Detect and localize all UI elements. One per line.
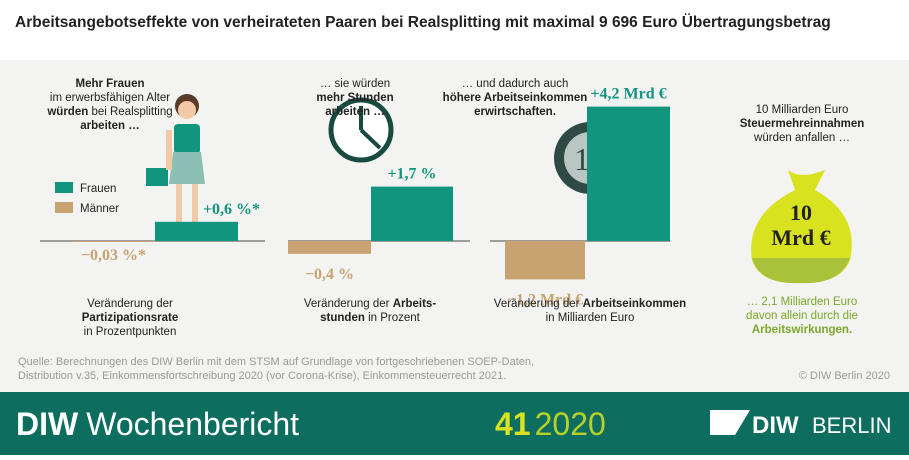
caption: stunden in Prozent [320,312,421,324]
tax-intro-part: 10 Milliarden Euro [756,104,849,116]
tax-note-part: Arbeitswirkungen. [752,324,852,336]
caption: Veränderung der [87,298,173,310]
caption-part: in Prozent [365,312,421,324]
series: Wochenbericht [86,406,299,442]
legend-swatch [55,202,73,213]
footer-bg [0,392,909,455]
intro-part: mehr Stunden [316,92,393,104]
caption: Veränderung der Arbeitseinkommen [494,298,686,310]
intro-part: bei Realsplitting [88,106,172,118]
bar [155,221,238,241]
intro: … sie würden [320,78,390,90]
brand: DIW [16,406,79,442]
intro-part: im erwerbsfähigen Alter [50,92,170,104]
source: Distribution v.35, Einkommensfortschreib… [18,370,506,382]
tax-intro: würden anfallen … [753,132,850,144]
intro: arbeiten … [80,120,139,132]
value-label: +4,2 Mrd € [590,86,666,103]
value-label: −1,2 Mrd € [507,291,583,308]
tax-intro: 10 Milliarden Euro [756,104,849,116]
intro: höhere Arbeitseinkommen [443,92,588,104]
caption-part: Partizipationsrate [82,312,179,324]
tax-note-part: davon allein durch die [746,310,858,322]
tax-intro-part: würden anfallen … [753,132,850,144]
legend-label: Frauen [80,183,116,195]
copyright: © DIW Berlin 2020 [799,370,890,382]
money-bag [751,170,852,284]
caption: in Prozentpunkten [84,326,177,338]
bag-unit: Mrd € [771,225,830,250]
issue-number: 41 [495,406,531,442]
caption: Partizipationsrate [82,312,179,324]
caption-part: stunden [320,312,365,324]
bar [371,186,453,241]
source: Quelle: Berechnungen des DIW Berlin mit … [18,356,534,368]
logo-diw: DIW [752,412,799,439]
caption-part: in Prozentpunkten [84,326,177,338]
bag-value: 10 [790,200,812,225]
caption-part: Arbeitseinkommen [583,298,687,310]
issue-year: 2020 [535,406,606,442]
caption: Veränderung der Arbeits- [304,298,436,310]
intro-part: erwirtschaften. [474,106,556,118]
tax-note: davon allein durch die [746,310,858,322]
intro-part: … und dadurch auch [462,78,569,90]
intro-part: Mehr Frauen [75,78,144,90]
title: Arbeitsangebotseffekte von verheirateten… [15,14,831,31]
caption-part: Arbeits- [393,298,437,310]
value-label: +1,7 % [387,166,436,183]
value-label: −0,03 %* [81,247,146,264]
logo-berlin: BERLIN [812,413,891,438]
intro: mehr Stunden [316,92,393,104]
issue: 41 2020 [495,406,606,442]
caption-part: Veränderung der [304,298,393,310]
legend-swatch [55,182,73,193]
caption-part: Veränderung der [87,298,173,310]
caption-part: Veränderung der [494,298,583,310]
intro: … und dadurch auch [462,78,569,90]
bar [288,241,371,254]
intro-part: arbeiten … [80,120,139,132]
intro: im erwerbsfähigen Alter [50,92,170,104]
value-label: +0,6 %* [203,201,260,218]
intro: arbeiten … [325,106,384,118]
value-label: −0,4 % [305,266,354,283]
intro-part: würden [46,106,88,118]
intro-part: höhere Arbeitseinkommen [443,92,588,104]
caption-part: in Milliarden Euro [546,312,635,324]
bar [587,106,670,241]
intro: Mehr Frauen [75,78,144,90]
tax-note: … 2,1 Milliarden Euro [747,296,858,308]
tax-intro: Steuermehreinnahmen [740,118,865,130]
tax-note-part: … 2,1 Milliarden Euro [747,296,858,308]
intro-part: arbeiten … [325,106,384,118]
footer-brand: DIW Wochenbericht [16,406,299,442]
bar [505,241,585,280]
tax-note: Arbeitswirkungen. [752,324,852,336]
caption: in Milliarden Euro [546,312,635,324]
woman-icon [146,94,205,222]
intro: erwirtschaften. [474,106,556,118]
intro: würden bei Realsplitting [46,106,172,118]
legend-label: Männer [80,203,119,215]
clock-icon [328,97,394,163]
tax-intro-part: Steuermehreinnahmen [740,118,865,130]
logo-mark [710,410,750,435]
intro-part: … sie würden [320,78,390,90]
bar [72,241,155,242]
